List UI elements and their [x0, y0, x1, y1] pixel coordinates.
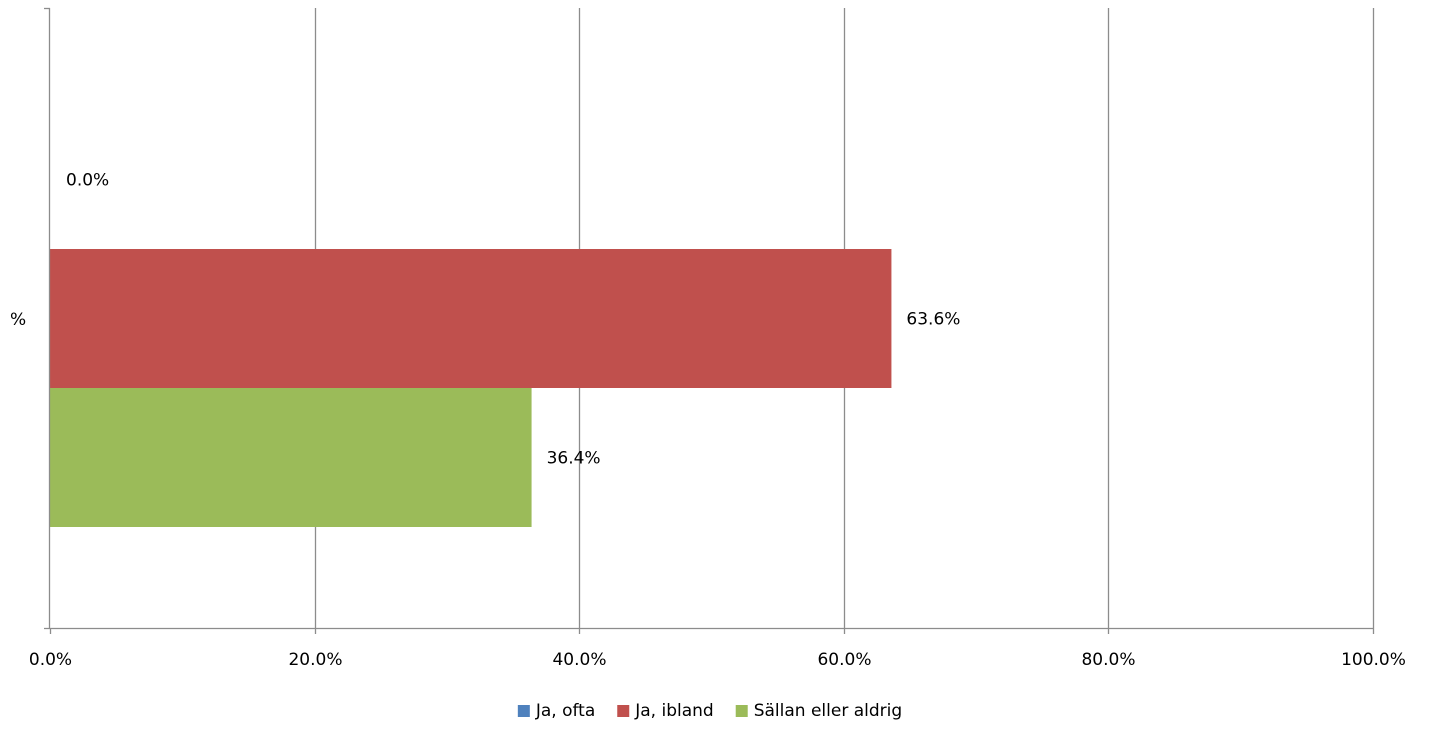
data-label: 63.6%: [906, 310, 960, 330]
data-label: 0.0%: [66, 171, 109, 191]
x-tick-label: 20.0%: [288, 650, 342, 670]
data-label: 36.4%: [547, 449, 601, 469]
y-category-label: %: [10, 310, 26, 330]
x-tick-label: 40.0%: [552, 650, 606, 670]
x-tick-label: 100.0%: [1341, 650, 1406, 670]
x-tick-label: 80.0%: [1081, 650, 1135, 670]
bars: [50, 249, 892, 527]
legend-swatch: [617, 705, 630, 717]
legend-label: Sällan eller aldrig: [754, 701, 902, 721]
bar-ja-ibland: [50, 249, 892, 388]
x-tick-label: 0.0%: [29, 650, 72, 670]
legend-swatch: [735, 705, 748, 717]
x-tick-label: 60.0%: [817, 650, 871, 670]
legend-label: Ja, ofta: [535, 701, 595, 721]
bar-s-llan-eller-aldrig: [50, 388, 532, 527]
axes: 0.0% 20.0% 40.0% 60.0% 80.0% 100.0%%: [10, 7, 1406, 670]
data-labels: 0.0% 63.6% 36.4%: [66, 171, 960, 469]
legend: Ja, ofta Ja, ibland Sällan eller aldrig: [517, 701, 902, 721]
legend-label: Ja, ibland: [634, 701, 713, 721]
legend-swatch: [517, 705, 530, 717]
